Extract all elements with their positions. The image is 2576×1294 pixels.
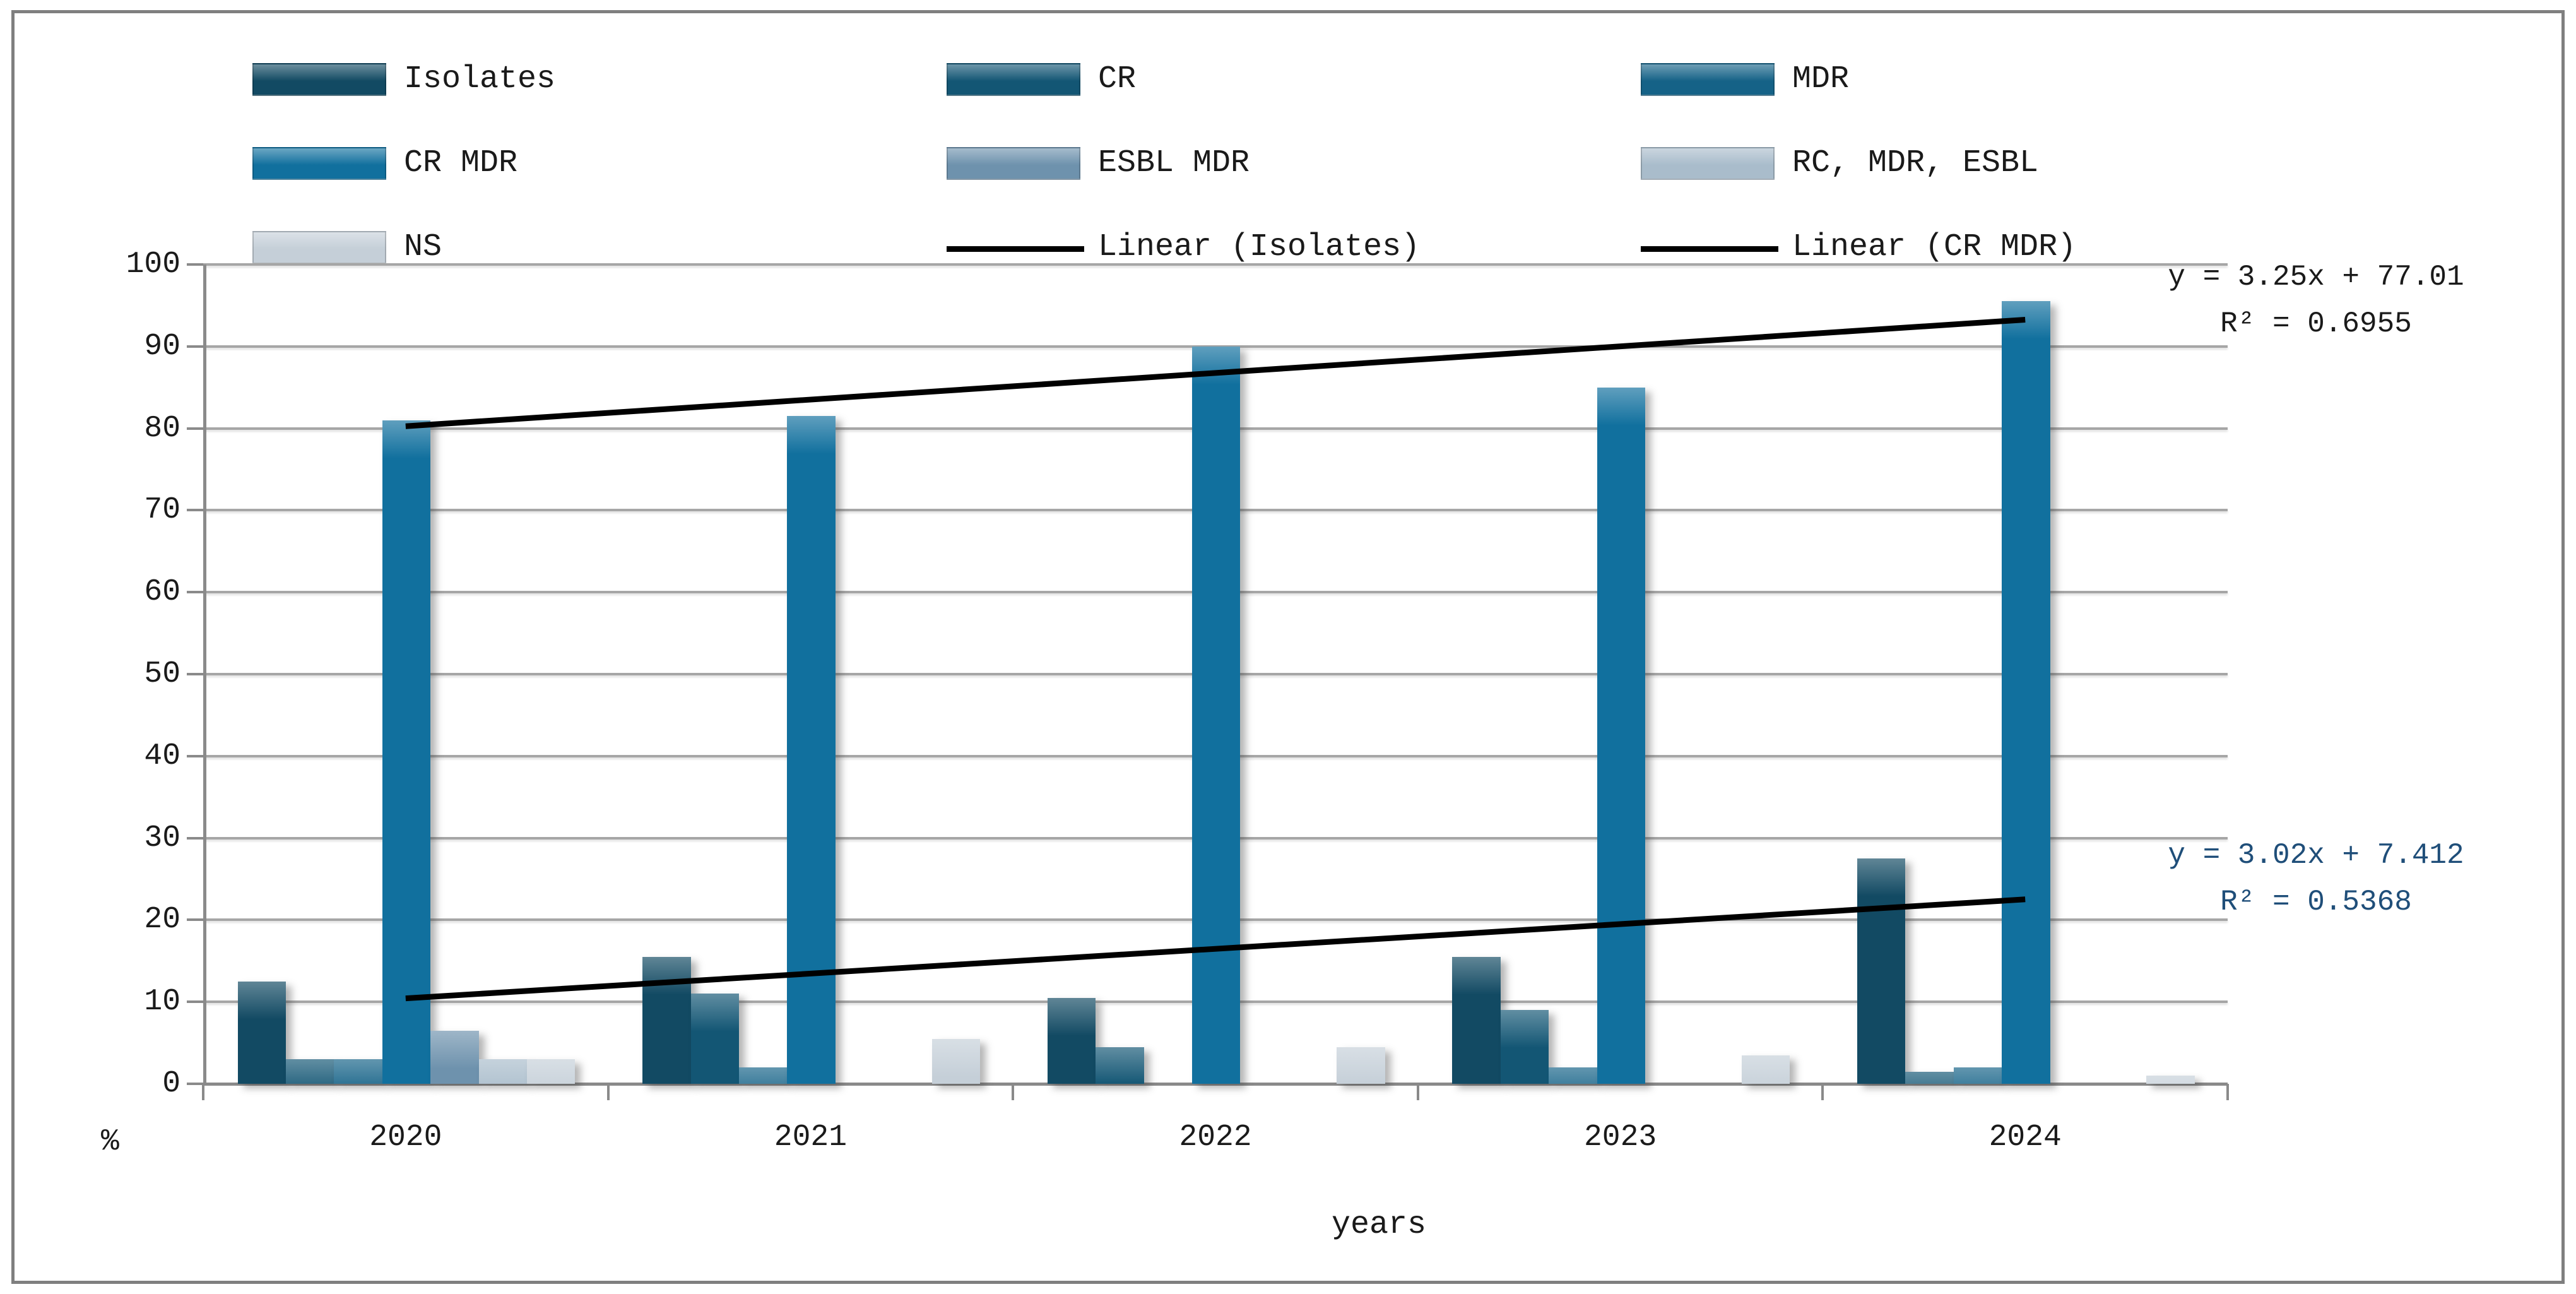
- gridline-y-100: [203, 263, 2228, 266]
- legend-label: Linear (CR MDR): [1792, 229, 2077, 265]
- bar-mdr-2024: [1953, 1067, 2002, 1084]
- bar-cr-2024: [1905, 1071, 1954, 1084]
- bar-cr-2021: [690, 994, 739, 1084]
- bar-cr-2020: [286, 1059, 334, 1084]
- bar-mdr-2021: [739, 1067, 788, 1084]
- y-axis-unit-label: %: [101, 1125, 119, 1159]
- bar-esbl-mdr-2020: [430, 1030, 479, 1084]
- y-tick-mark: [187, 918, 203, 922]
- y-tick-mark: [187, 427, 203, 430]
- y-tick-label: 70: [144, 493, 180, 528]
- legend-label: MDR: [1792, 61, 1850, 97]
- bar-isolates-2022: [1047, 997, 1096, 1084]
- equation-text: y = 3.25x + 77.01: [2168, 261, 2464, 294]
- bar-cr-2023: [1500, 1010, 1549, 1084]
- bar-mdr-2023: [1549, 1067, 1597, 1084]
- bar-ns-2021: [931, 1038, 980, 1084]
- y-tick-mark: [187, 345, 203, 348]
- legend-swatch-icon: [947, 63, 1080, 96]
- bar-ns-2023: [1741, 1055, 1790, 1084]
- trendline-equation-isolates: y = 3.02x + 7.412 R² = 0.5368: [2095, 832, 2537, 925]
- legend-label: CR MDR: [404, 145, 518, 181]
- legend-swatch-icon: [252, 147, 386, 180]
- trendline-equation-cr-mdr: y = 3.25x + 77.01 R² = 0.6955: [2095, 254, 2537, 347]
- y-tick-label: 10: [144, 985, 180, 1019]
- legend-swatch-icon: [252, 231, 386, 264]
- equation-text: y = 3.02x + 7.412: [2168, 839, 2464, 872]
- y-tick-mark: [187, 673, 203, 675]
- legend-label: Linear (Isolates): [1098, 229, 1421, 265]
- legend-label: RC, MDR, ESBL: [1792, 145, 2039, 181]
- y-tick-mark: [187, 836, 203, 840]
- y-tick-mark: [187, 1083, 203, 1085]
- x-tick-mark: [606, 1084, 610, 1100]
- bar-mdr-2020: [334, 1059, 382, 1084]
- x-tick-mark: [1416, 1084, 1419, 1100]
- y-tick-label: 100: [126, 247, 180, 282]
- y-tick-label: 40: [144, 739, 180, 773]
- y-tick-mark: [187, 1000, 203, 1004]
- legend-swatch-icon: [252, 63, 386, 96]
- bar-cr-mdr-2021: [787, 416, 836, 1084]
- x-tick-mark: [1012, 1084, 1015, 1100]
- x-category-label: 2022: [1179, 1120, 1252, 1155]
- bar-rc-mdr-esbl-2020: [478, 1059, 527, 1084]
- y-tick-mark: [187, 591, 203, 594]
- legend-label: Isolates: [404, 61, 556, 97]
- legend-swatch-icon: [1641, 63, 1775, 96]
- legend-swatch-icon: [947, 147, 1080, 180]
- legend-label: ESBL MDR: [1098, 145, 1250, 181]
- legend-swatch-icon: [1641, 147, 1775, 180]
- x-axis-title: years: [1332, 1207, 1427, 1243]
- x-category-label: 2024: [1988, 1120, 2062, 1155]
- y-tick-mark: [187, 263, 203, 266]
- bar-isolates-2020: [237, 981, 286, 1084]
- x-category-label: 2021: [774, 1120, 847, 1155]
- x-axis-line: [203, 1083, 2228, 1086]
- legend-trendline-icon: [947, 246, 1084, 252]
- bar-cr-mdr-2024: [2002, 301, 2050, 1084]
- bar-cr-mdr-2022: [1192, 346, 1241, 1084]
- y-tick-label: 30: [144, 821, 180, 855]
- bar-cr-mdr-2023: [1597, 387, 1645, 1084]
- x-tick-mark: [2226, 1084, 2229, 1100]
- r-squared-text: R² = 0.6955: [2220, 307, 2412, 340]
- x-category-label: 2020: [369, 1120, 442, 1155]
- bar-isolates-2021: [642, 956, 691, 1084]
- x-tick-mark: [202, 1084, 204, 1100]
- y-tick-label: 0: [162, 1067, 180, 1101]
- y-axis-line: [203, 264, 206, 1084]
- x-tick-mark: [1821, 1084, 1824, 1100]
- y-tick-mark: [187, 509, 203, 512]
- r-squared-text: R² = 0.5368: [2220, 886, 2412, 918]
- y-tick-label: 80: [144, 411, 180, 446]
- y-tick-label: 60: [144, 575, 180, 610]
- bar-ns-2024: [2146, 1076, 2195, 1084]
- bar-isolates-2023: [1452, 956, 1501, 1084]
- y-tick-mark: [187, 754, 203, 757]
- bar-cr-2022: [1096, 1047, 1144, 1084]
- bar-ns-2022: [1337, 1047, 1385, 1084]
- x-category-label: 2023: [1583, 1120, 1657, 1155]
- bar-cr-mdr-2020: [382, 420, 431, 1084]
- y-tick-label: 90: [144, 329, 180, 364]
- y-tick-label: 50: [144, 657, 180, 691]
- legend-label: NS: [404, 229, 442, 265]
- y-tick-label: 20: [144, 903, 180, 937]
- bar-isolates-2024: [1857, 858, 1906, 1084]
- legend-trendline-icon: [1641, 246, 1778, 252]
- legend-label: CR: [1098, 61, 1137, 97]
- bar-ns-2020: [527, 1059, 576, 1084]
